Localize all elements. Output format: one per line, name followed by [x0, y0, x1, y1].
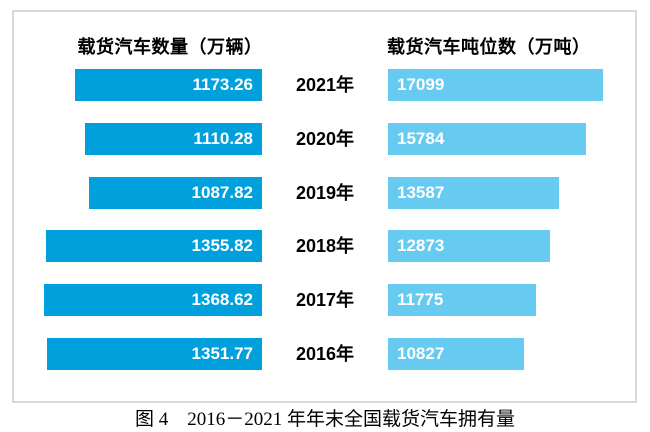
- year-label: 2020年: [295, 129, 355, 149]
- year-label: 2021年: [295, 75, 355, 95]
- truck-count-value-label: 1087.82: [191, 183, 253, 202]
- truck-count-value-label: 1173.26: [192, 75, 253, 94]
- tonnage-value-label: 11775: [397, 290, 444, 309]
- year-label: 2017年: [295, 290, 355, 310]
- truck-count-bar: 1355.82: [46, 230, 262, 262]
- truck-count-value-label: 1351.77: [191, 344, 253, 363]
- tonnage-bar: 13587: [388, 177, 559, 209]
- tonnage-bar: 10827: [388, 338, 524, 370]
- tonnage-value-label: 13587: [397, 183, 445, 202]
- truck-count-bar: 1351.77: [47, 338, 262, 370]
- tonnage-value-label: 12873: [397, 236, 445, 255]
- tonnage-bar: 12873: [388, 230, 550, 262]
- truck-count-bar: 1110.28: [85, 123, 262, 155]
- tonnage-bar: 11775: [388, 284, 536, 316]
- tonnage-bar: 17099: [388, 69, 603, 101]
- right-series-title: 载货汽车吨位数（万吨）: [387, 37, 591, 57]
- tonnage-value-label: 10827: [397, 344, 445, 363]
- tonnage-value-label: 15784: [397, 129, 445, 148]
- tonnage-bar: 15784: [388, 123, 586, 155]
- truck-count-bar: 1087.82: [89, 177, 262, 209]
- truck-count-bar: 1368.62: [44, 284, 262, 316]
- left-series-title: 载货汽车数量（万辆）: [77, 37, 263, 57]
- truck-count-value-label: 1368.62: [191, 290, 253, 309]
- year-label: 2016年: [295, 344, 355, 364]
- tonnage-value-label: 17099: [397, 75, 445, 94]
- year-label: 2018年: [295, 236, 355, 256]
- year-label: 2019年: [295, 183, 355, 203]
- truck-count-value-label: 1110.28: [193, 129, 253, 148]
- truck-count-bar: 1173.26: [75, 69, 262, 101]
- truck-count-value-label: 1355.82: [191, 236, 253, 255]
- figure-caption: 图 4 2016－2021 年年末全国载货汽车拥有量: [134, 409, 515, 430]
